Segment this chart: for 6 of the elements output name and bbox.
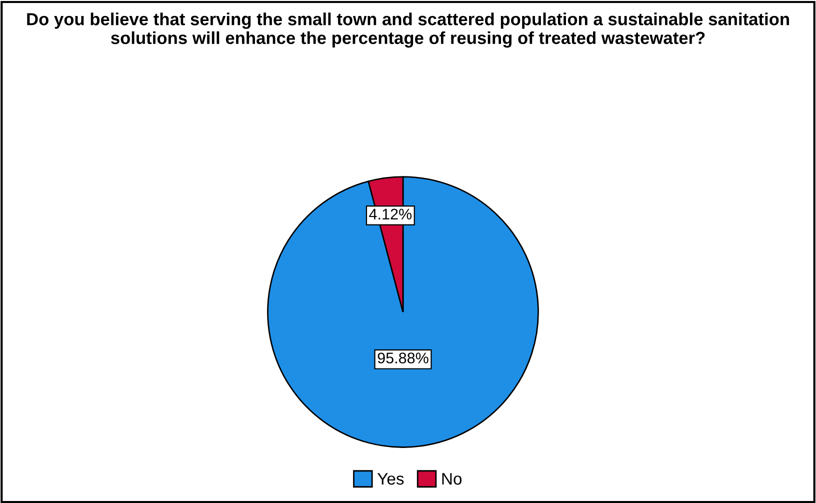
pie-slice <box>267 176 539 448</box>
data-label: 4.12% <box>369 208 412 220</box>
legend-label: Yes <box>377 473 404 485</box>
legend-label: No <box>442 473 462 485</box>
chart-title: Do you believe that serving the small town and scattered population a sustainable sanitation solutions will enhance the percentage of reusing of treated wastewater? <box>27 12 789 48</box>
data-label: 95.88% <box>378 352 428 364</box>
